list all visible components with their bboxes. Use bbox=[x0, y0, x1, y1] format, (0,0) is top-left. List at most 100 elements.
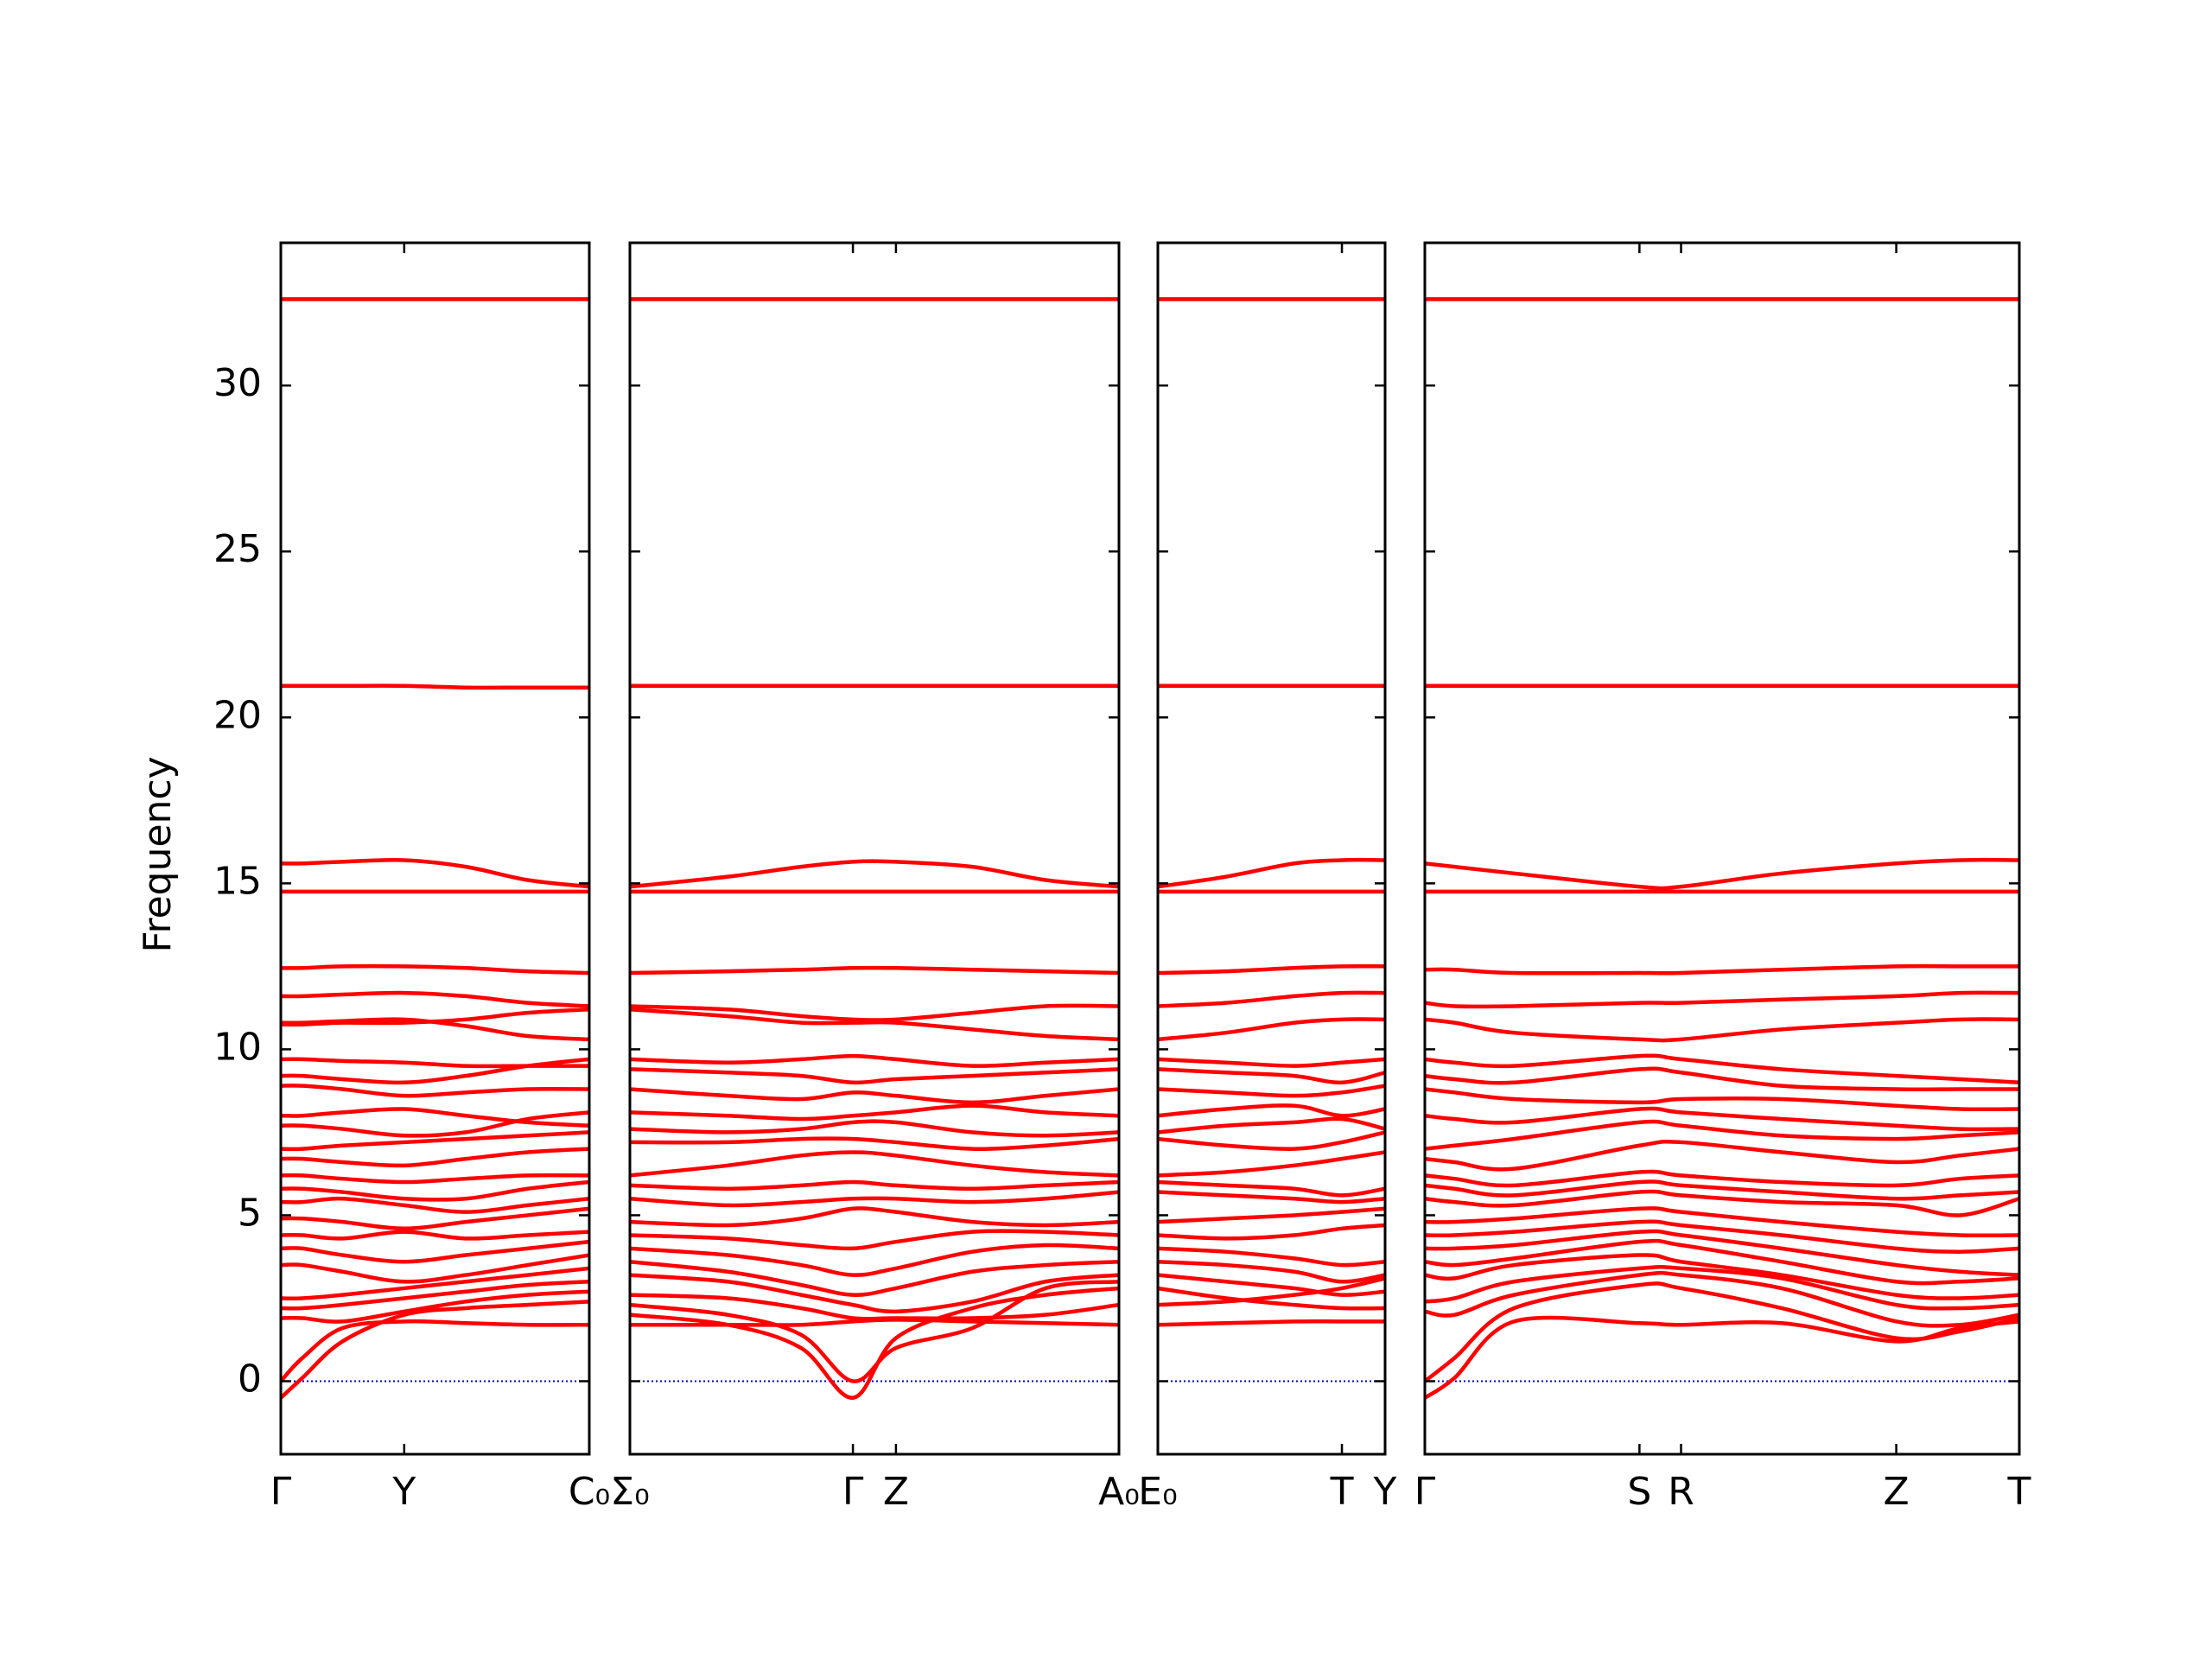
axes-frame bbox=[279, 241, 591, 1456]
band-line bbox=[1158, 1103, 1385, 1118]
x-tick-label: Y bbox=[1373, 1470, 1397, 1514]
band-line bbox=[1425, 1264, 2019, 1311]
band-line bbox=[281, 1206, 589, 1231]
band-line bbox=[281, 1239, 589, 1264]
band-line bbox=[1158, 1259, 1385, 1284]
band-line bbox=[1158, 1084, 1385, 1098]
band-line bbox=[1425, 1270, 2019, 1328]
x-tick-label: Σ₀ bbox=[610, 1470, 649, 1514]
band-line bbox=[1425, 1106, 2019, 1132]
band-line bbox=[1158, 1017, 1385, 1042]
band-line bbox=[1425, 1139, 2019, 1172]
x-tick-label: Γ bbox=[842, 1470, 864, 1514]
band-line bbox=[1158, 1223, 1385, 1241]
band-line bbox=[1158, 1206, 1385, 1224]
band-line bbox=[1425, 1087, 2019, 1112]
band-line bbox=[1425, 963, 2019, 976]
band-line bbox=[281, 1280, 589, 1311]
band-line bbox=[281, 1196, 589, 1214]
band-line bbox=[1158, 1190, 1385, 1205]
band-line bbox=[1158, 1067, 1385, 1085]
y-axis-label: Frequency bbox=[136, 756, 180, 952]
band-line bbox=[281, 1179, 589, 1202]
band-line bbox=[1158, 990, 1385, 1008]
band-line bbox=[1158, 1130, 1385, 1151]
band-line bbox=[281, 990, 589, 1008]
band-line bbox=[1158, 1179, 1385, 1198]
band-line bbox=[630, 1119, 1119, 1138]
band-line bbox=[1425, 1119, 2019, 1151]
band-line bbox=[281, 1266, 589, 1301]
y-tick-label: 30 bbox=[213, 361, 262, 405]
y-tick-label: 20 bbox=[213, 693, 262, 737]
band-line bbox=[1158, 1246, 1385, 1268]
x-tick-label: C₀ bbox=[569, 1470, 610, 1514]
x-tick-label: E₀ bbox=[1138, 1470, 1177, 1514]
y-tick-label: 15 bbox=[213, 859, 262, 903]
band-line bbox=[281, 1007, 589, 1027]
band-line bbox=[1425, 1169, 2019, 1188]
band-line bbox=[630, 1103, 1119, 1122]
band-line bbox=[630, 1206, 1119, 1228]
band-line bbox=[630, 1280, 1119, 1383]
band-line bbox=[1158, 857, 1385, 889]
band-line bbox=[281, 1147, 589, 1168]
band-line bbox=[1425, 990, 2019, 1009]
band-line bbox=[281, 1107, 589, 1128]
band-line bbox=[1158, 1276, 1385, 1307]
band-line bbox=[1158, 963, 1385, 976]
x-tick-label: Γ bbox=[270, 1470, 292, 1514]
band-line bbox=[1425, 1229, 2019, 1277]
x-tick-label: A₀ bbox=[1098, 1470, 1140, 1514]
band-line bbox=[281, 1319, 589, 1383]
x-tick-label: Γ bbox=[1414, 1470, 1436, 1514]
x-tick-label: Y bbox=[391, 1470, 416, 1514]
band-line bbox=[630, 965, 1119, 976]
y-tick-label: 5 bbox=[238, 1191, 262, 1235]
band-line bbox=[1425, 1053, 2019, 1085]
band-line bbox=[1425, 1017, 2019, 1043]
band-line bbox=[630, 1190, 1119, 1208]
band-line bbox=[281, 1289, 589, 1324]
band-line bbox=[630, 1150, 1119, 1178]
band-line bbox=[630, 1003, 1119, 1022]
y-tick-label: 10 bbox=[213, 1025, 262, 1069]
band-line bbox=[281, 1130, 589, 1152]
band-line bbox=[1425, 1189, 2019, 1217]
band-line bbox=[630, 1067, 1119, 1085]
axes-frame bbox=[1423, 241, 2021, 1456]
x-tick-label: T bbox=[1330, 1470, 1354, 1514]
band-line bbox=[1158, 1319, 1385, 1327]
band-line bbox=[281, 683, 589, 690]
band-line bbox=[281, 1230, 589, 1241]
band-line bbox=[281, 857, 589, 889]
band-line bbox=[281, 1253, 589, 1284]
band-line bbox=[281, 1057, 589, 1085]
band-line bbox=[1158, 1150, 1385, 1178]
band-line bbox=[281, 1173, 589, 1185]
x-tick-label: S bbox=[1627, 1470, 1651, 1514]
band-line bbox=[1425, 1206, 2019, 1238]
x-tick-label: R bbox=[1668, 1470, 1694, 1514]
band-line bbox=[1425, 1179, 2019, 1201]
band-line bbox=[630, 1273, 1119, 1314]
y-tick-label: 0 bbox=[238, 1357, 262, 1401]
axes-frame bbox=[1156, 241, 1387, 1456]
band-line bbox=[1425, 1066, 2019, 1092]
band-line bbox=[281, 1084, 589, 1098]
band-line bbox=[1425, 1238, 2019, 1286]
band-line bbox=[1158, 1116, 1385, 1135]
x-tick-label: Z bbox=[1884, 1470, 1910, 1514]
band-line bbox=[1158, 1057, 1385, 1068]
band-line bbox=[281, 963, 589, 976]
band-line bbox=[630, 1243, 1119, 1277]
x-tick-label: Z bbox=[883, 1470, 909, 1514]
band-line bbox=[630, 1007, 1119, 1042]
band-line bbox=[630, 1259, 1119, 1297]
band-line bbox=[630, 1229, 1119, 1251]
band-line bbox=[1425, 857, 2019, 891]
band-line bbox=[630, 859, 1119, 889]
band-line bbox=[281, 1300, 589, 1400]
band-line bbox=[1158, 1286, 1385, 1311]
